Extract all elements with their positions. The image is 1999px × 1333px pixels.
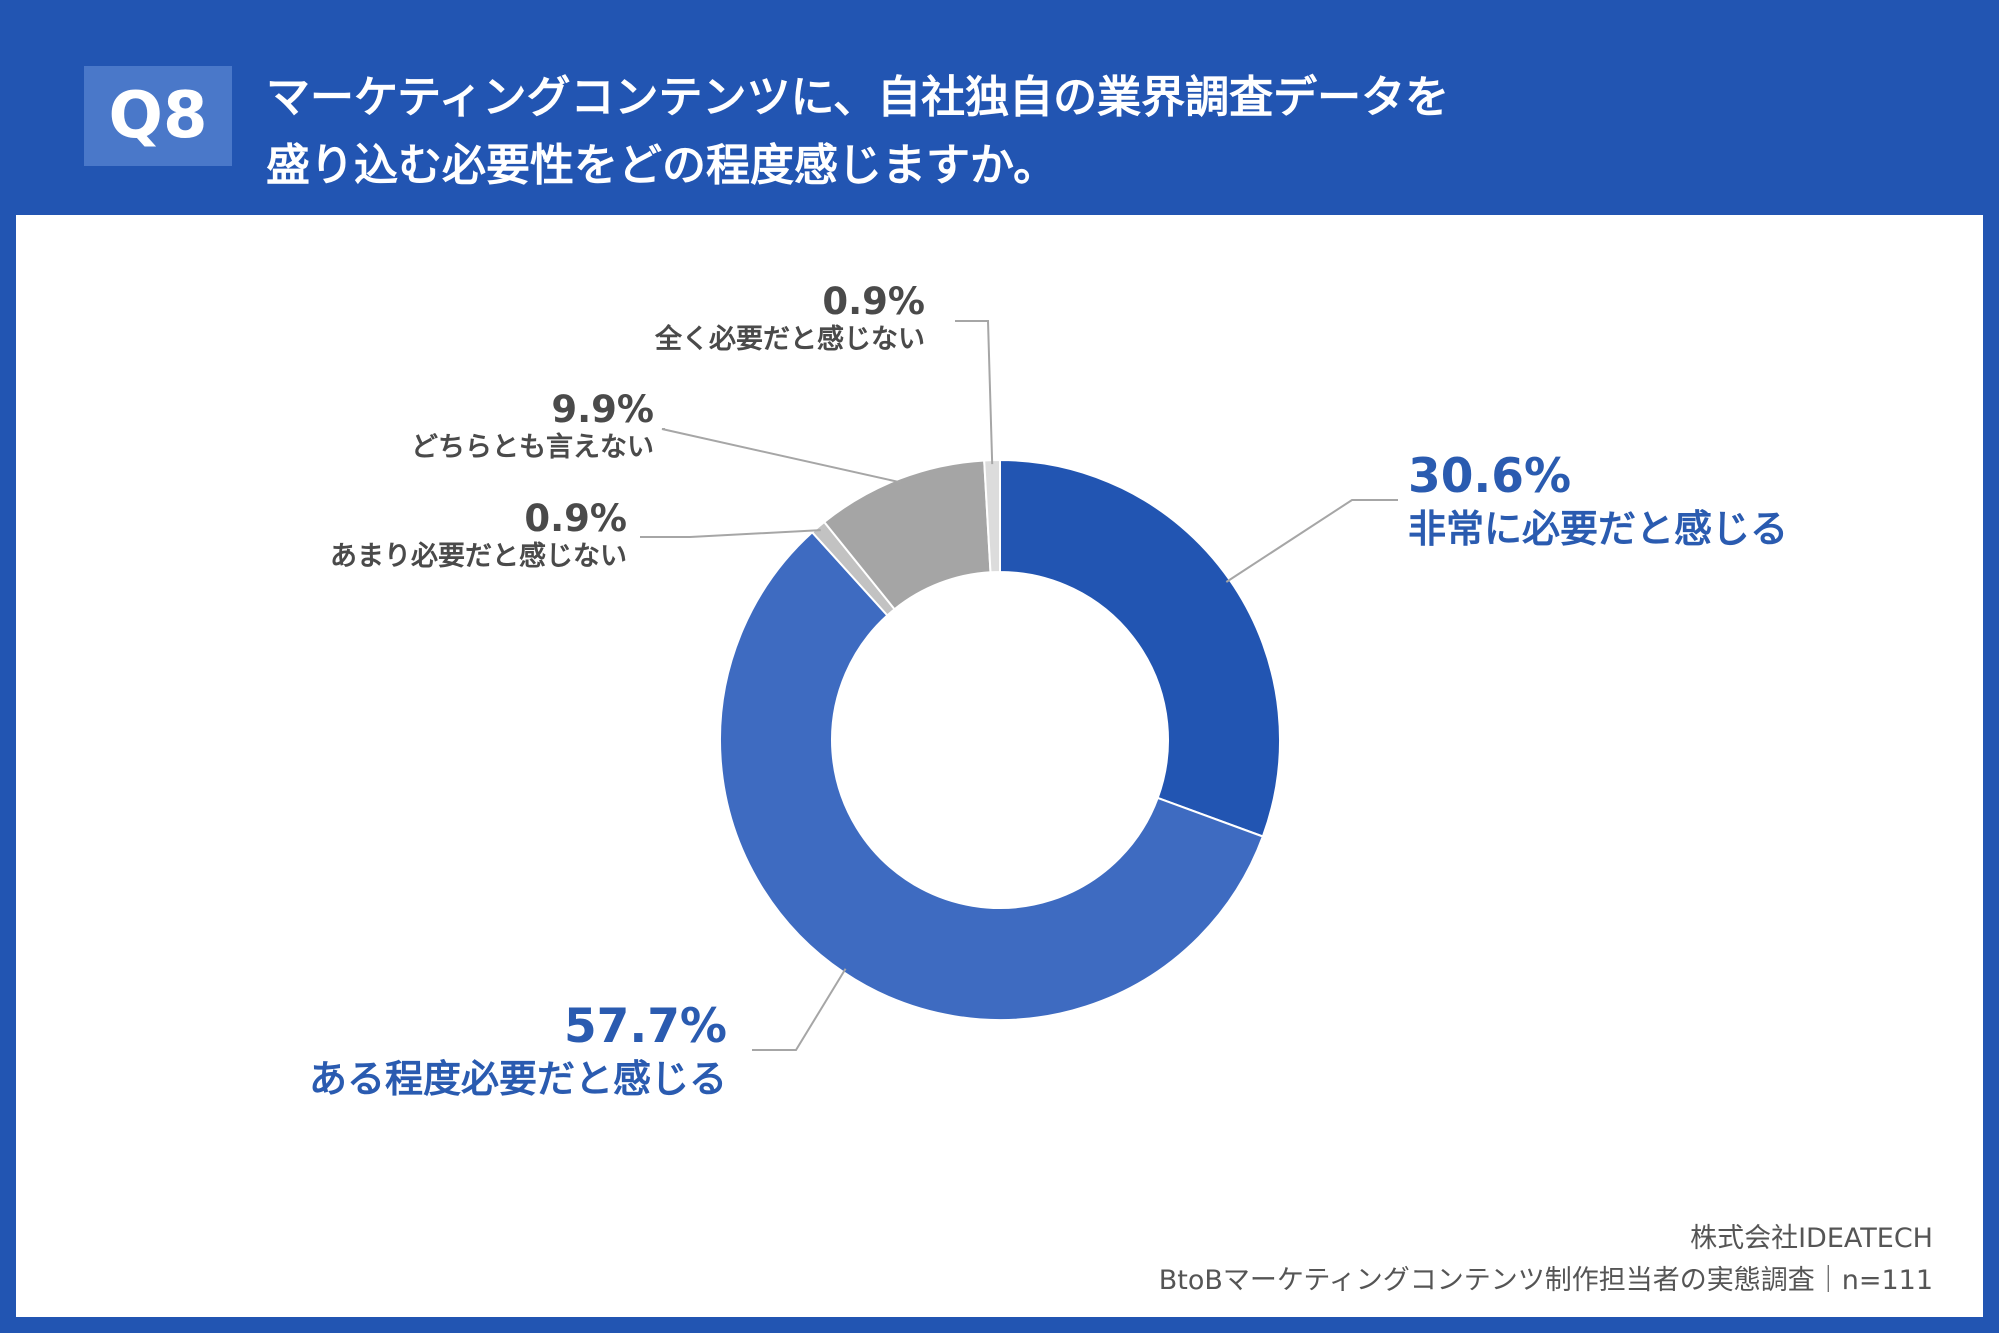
- leader-line-not-at-all-necessary: [955, 320, 994, 465]
- footer-survey: BtoBマーケティングコンテンツ制作担当者の実態調査｜n=111: [1158, 1265, 1933, 1296]
- donut-slices: [719, 458, 1281, 1021]
- question-title-line-2: 盛り込む必要性をどの程度感じますか。: [266, 140, 1058, 191]
- label-very-necessary: 30.6% 非常に必要だと感じる: [1408, 450, 1788, 554]
- leader-line-very-necessary: [1225, 499, 1398, 583]
- label-somewhat-necessary-name: ある程度必要だと感じる: [308, 1057, 727, 1101]
- leader-lines: [640, 320, 1398, 1051]
- footer-company: 株式会社IDEATECH: [1690, 1223, 1933, 1254]
- label-not-very-necessary: 0.9% あまり必要だと感じない: [330, 498, 627, 574]
- header: Q8 マーケティングコンテンツに、自社独自の業界調査データを 盛り込む必要性をど…: [0, 0, 1999, 215]
- slice-very-necessary: [999, 458, 1281, 838]
- label-neither: 9.9% どちらとも言えない: [411, 389, 654, 465]
- label-not-very-necessary-name: あまり必要だと感じない: [330, 541, 627, 572]
- label-not-at-all-necessary: 0.9% 全く必要だと感じない: [655, 281, 925, 357]
- question-title-line-1: マーケティングコンテンツに、自社独自の業界調査データを: [266, 72, 1450, 123]
- leader-line-neither: [661, 428, 902, 484]
- label-not-very-necessary-percent: 0.9%: [524, 497, 627, 540]
- leader-line-not-very-necessary: [640, 529, 821, 538]
- leader-line-somewhat-necessary: [752, 968, 847, 1051]
- footer: 株式会社IDEATECH BtoBマーケティングコンテンツ制作担当者の実態調査｜…: [1159, 1218, 1933, 1302]
- question-badge: Q8: [84, 66, 232, 166]
- slice-somewhat-necessary: [719, 530, 1265, 1021]
- label-not-at-all-necessary-name: 全く必要だと感じない: [655, 324, 925, 355]
- label-somewhat-necessary-percent: 57.7%: [563, 999, 727, 1054]
- label-very-necessary-percent: 30.6%: [1408, 449, 1572, 504]
- chart-panel: [16, 215, 1983, 1317]
- label-somewhat-necessary: 57.7% ある程度必要だと感じる: [309, 1000, 727, 1104]
- label-neither-name: どちらとも言えない: [411, 432, 654, 463]
- question-title: マーケティングコンテンツに、自社独自の業界調査データを 盛り込む必要性をどの程度…: [266, 64, 1916, 200]
- slice-not-at-all-necessary: [983, 458, 1001, 574]
- label-not-at-all-necessary-percent: 0.9%: [822, 280, 925, 323]
- label-neither-percent: 9.9%: [551, 388, 654, 431]
- label-very-necessary-name: 非常に必要だと感じる: [1408, 507, 1789, 551]
